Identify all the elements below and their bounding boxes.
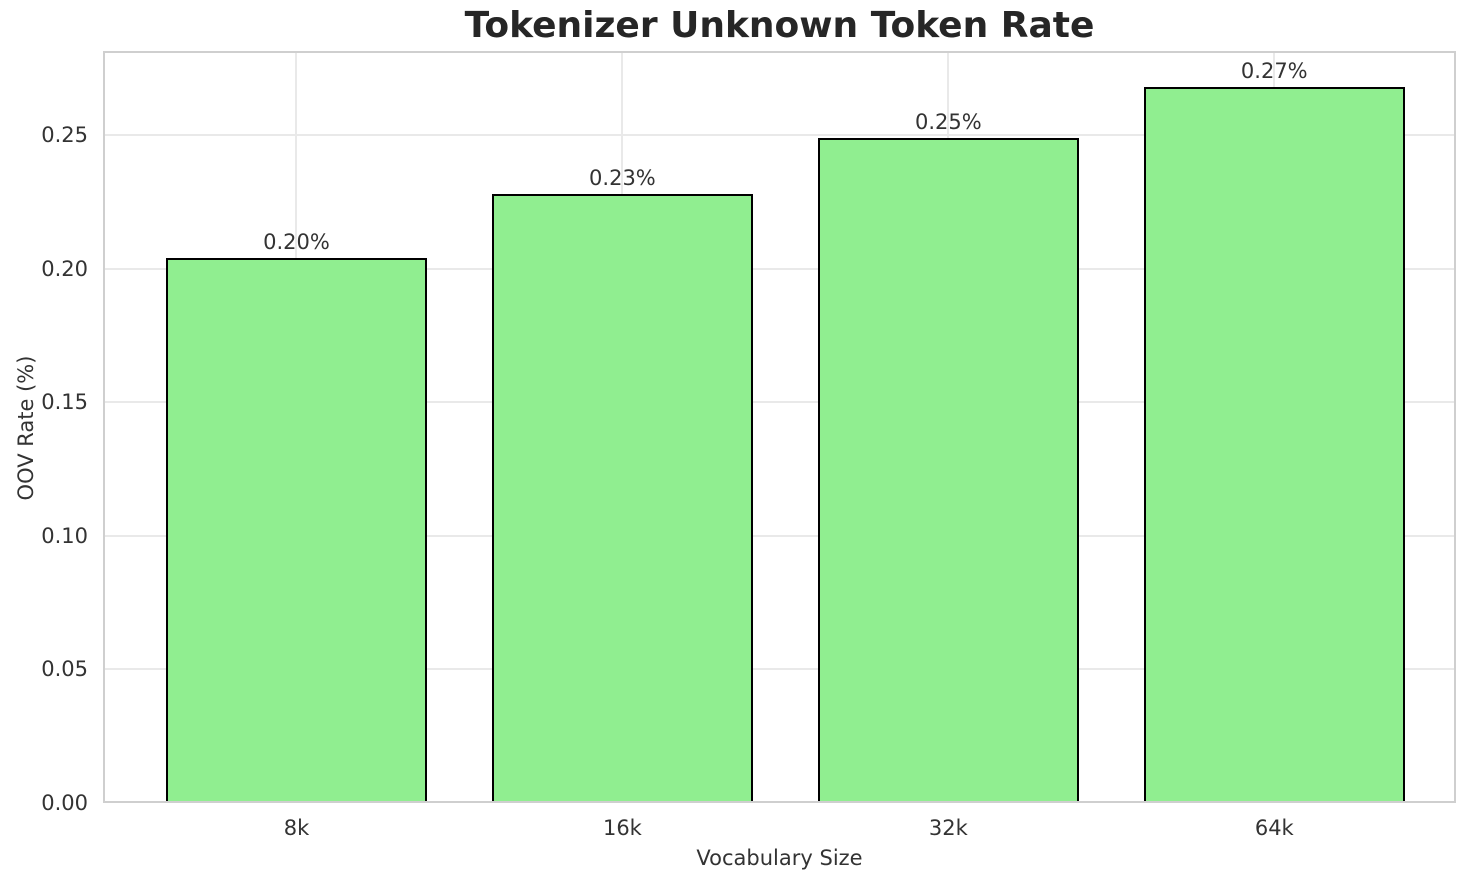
y-tick-label: 0.20 xyxy=(41,256,88,281)
y-tick-label: 0.00 xyxy=(41,791,88,815)
bar-8k xyxy=(165,258,427,803)
x-tick-label: 16k xyxy=(602,816,642,840)
x-axis-label: Vocabulary Size xyxy=(696,846,863,870)
chart-title: Tokenizer Unknown Token Rate xyxy=(464,5,1095,46)
bar-value-label: 0.25% xyxy=(914,109,982,134)
bar-value-label: 0.27% xyxy=(1240,59,1308,84)
bar-32k xyxy=(817,137,1079,803)
bar-value-label: 0.20% xyxy=(263,230,330,255)
gridline-horizontal xyxy=(103,534,1456,537)
y-tick-label: 0.05 xyxy=(41,657,88,682)
gridline-horizontal xyxy=(103,134,1456,137)
bar-64k xyxy=(1143,87,1405,803)
y-tick-label: 0.25 xyxy=(41,123,88,148)
gridline-horizontal xyxy=(103,267,1456,270)
y-axis-label: OOV Rate (%) xyxy=(14,355,38,501)
gridline-horizontal xyxy=(103,401,1456,404)
gridline-horizontal xyxy=(103,668,1456,671)
y-tick-label: 0.10 xyxy=(41,523,88,548)
bar-value-label: 0.23% xyxy=(589,165,656,190)
y-tick-label: 0.15 xyxy=(41,390,88,415)
x-tick-label: 8k xyxy=(283,816,310,840)
plot-area: 0.20% 0.23% 0.25% 0.27% xyxy=(103,51,1456,803)
x-tick-label: 32k xyxy=(928,816,968,840)
x-tick-label: 64k xyxy=(1254,816,1294,840)
bar-16k xyxy=(491,193,753,803)
